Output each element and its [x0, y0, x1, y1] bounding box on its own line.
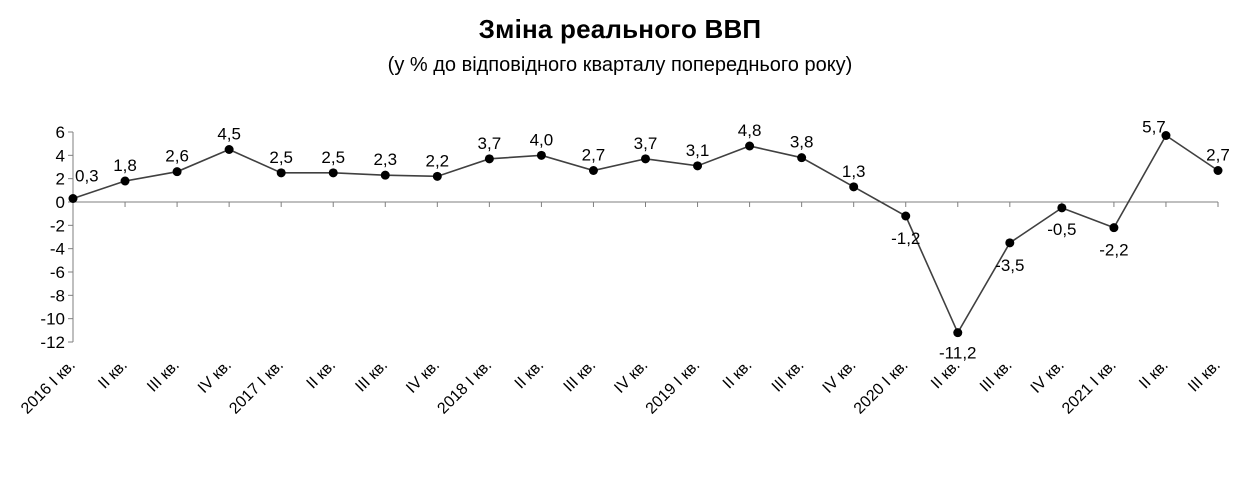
y-tick-label: -2	[50, 216, 65, 235]
x-category-label: III кв.	[977, 357, 1016, 396]
chart-subtitle: (у % до відповідного кварталу попередньо…	[387, 54, 853, 76]
y-tick-label: -8	[50, 286, 65, 305]
x-category-label: II кв.	[95, 357, 131, 393]
chart-title: Зміна реального ВВП	[478, 14, 762, 44]
data-point	[120, 176, 130, 186]
data-point	[68, 194, 78, 203]
data-point	[380, 170, 390, 180]
data-label: -3,5	[995, 256, 1024, 275]
x-category-label: II кв.	[304, 357, 340, 393]
y-tick-label: -10	[40, 310, 65, 329]
y-tick-label: -4	[50, 240, 65, 259]
data-label: 1,8	[113, 156, 137, 175]
data-point	[641, 154, 650, 164]
data-label: -2,2	[1099, 241, 1128, 260]
data-point	[1161, 131, 1171, 140]
data-label: 3,8	[790, 133, 814, 152]
data-point	[1213, 166, 1223, 175]
x-category-label: 2020 I кв.	[851, 357, 912, 418]
x-category-label: III кв.	[561, 357, 600, 396]
data-point	[1057, 203, 1067, 213]
data-label: -1,2	[891, 229, 920, 248]
data-label: -11,2	[939, 344, 977, 363]
data-label: 3,7	[634, 134, 658, 153]
y-tick-label: 2	[56, 170, 65, 189]
data-point	[588, 166, 598, 175]
y-tick-label: 4	[56, 146, 65, 165]
x-category-label: 2018 I кв.	[434, 357, 495, 418]
data-label: 5,7	[1142, 118, 1166, 137]
x-category-label: III кв.	[144, 357, 183, 396]
data-point	[745, 141, 755, 151]
data-label: 2,7	[582, 146, 606, 165]
data-label: 0,3	[75, 167, 99, 186]
data-point	[172, 167, 182, 177]
data-label: -0,5	[1047, 220, 1076, 239]
x-category-label: 2016 I кв.	[18, 357, 79, 418]
x-category-label: IV кв.	[611, 357, 651, 397]
y-tick-label: 6	[56, 123, 65, 142]
y-tick-label: 0	[56, 193, 65, 212]
y-tick-label: -12	[40, 333, 65, 352]
x-category-label: IV кв.	[820, 357, 860, 397]
data-label: 4,5	[217, 125, 241, 144]
x-category-label: 2017 I кв.	[226, 357, 287, 418]
data-label: 3,1	[686, 141, 710, 160]
data-point	[224, 145, 234, 154]
y-tick-label: -6	[50, 263, 65, 282]
data-point	[693, 161, 703, 171]
data-label: 2,5	[321, 148, 345, 167]
x-category-label: II кв.	[1136, 357, 1172, 393]
data-point	[484, 154, 494, 164]
data-point	[536, 150, 546, 160]
data-point	[901, 211, 911, 221]
x-category-label: III кв.	[1185, 357, 1224, 396]
data-point	[953, 328, 963, 338]
data-point	[797, 153, 807, 163]
x-category-label: 2019 I кв.	[643, 357, 704, 418]
data-point	[849, 182, 859, 192]
data-label: 4,0	[530, 130, 554, 149]
x-category-label: II кв.	[512, 357, 548, 393]
data-point	[1109, 223, 1119, 233]
data-label: 4,8	[738, 121, 762, 140]
x-category-label: 2021 I кв.	[1059, 357, 1120, 418]
data-label: 2,5	[269, 148, 293, 167]
data-point	[432, 171, 442, 181]
x-category-label: II кв.	[720, 357, 756, 393]
data-label: 3,7	[478, 134, 502, 153]
data-point	[276, 168, 286, 178]
data-point	[1005, 238, 1015, 248]
data-label: 2,3	[373, 150, 397, 169]
x-category-label: III кв.	[352, 357, 391, 396]
x-category-label: IV кв.	[195, 357, 235, 397]
data-label: 2,6	[165, 147, 189, 166]
data-label: 2,2	[425, 151, 449, 170]
data-point	[328, 168, 338, 178]
data-label: 2,7	[1206, 146, 1230, 165]
x-category-label: III кв.	[769, 357, 808, 396]
data-label: 1,3	[842, 162, 866, 181]
x-category-label: IV кв.	[403, 357, 443, 397]
x-category-label: IV кв.	[1028, 357, 1068, 397]
